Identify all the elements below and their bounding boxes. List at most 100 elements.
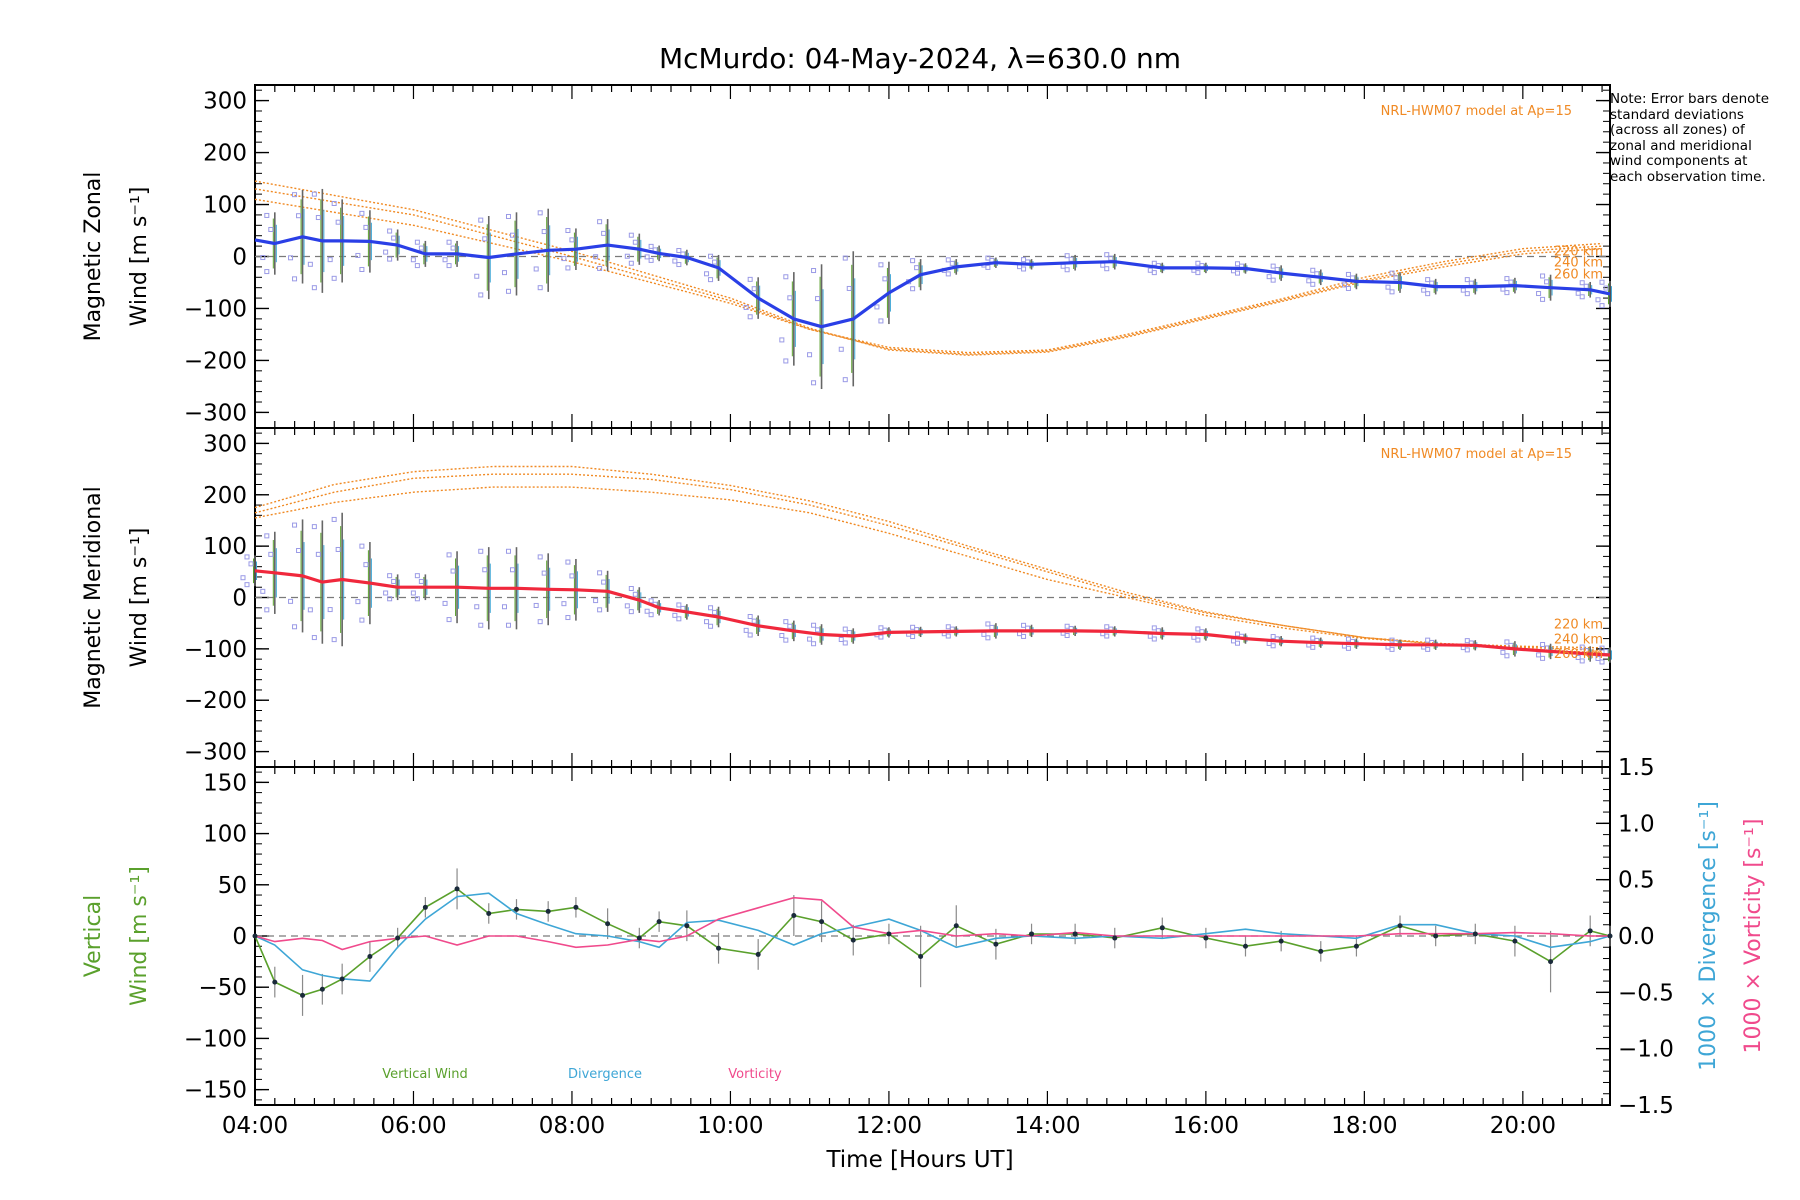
meridional-zone-sample [648,598,654,604]
zonal-zone-sample [1544,279,1550,285]
series-line-vorticity [254,896,1610,951]
zonal-altitude-label: 240 km [1554,256,1603,271]
zonal-zone-sample [751,286,757,292]
right-ytick-label: −1.0 [1618,1037,1674,1063]
meridional-zone-sample [708,623,714,629]
zonal-zone-sample [418,245,424,251]
meridional-zone-sample [244,554,250,560]
meridional-zone-sample [331,637,337,643]
zonal-zone-sample [315,215,321,221]
zonal-zone-sample [838,346,844,352]
meridional-zone-sample [1540,641,1546,647]
zonal-zone-sample [1341,282,1347,288]
zonal-zone-sample [264,212,270,218]
zonal-zone-sample [1068,256,1074,262]
zonal-ytick-label: 100 [203,193,247,219]
zonal-zone-sample [1310,267,1316,273]
meridional-zone-sample [1595,655,1601,661]
divergence-ylabel: 1000 × Divergence [s⁻¹] [1696,801,1721,1071]
x-tick-label: 08:00 [539,1113,605,1139]
meridional-ytick-label: −300 [184,740,247,766]
zonal-zone-sample [1579,280,1585,286]
meridional-zone-sample [359,543,365,549]
zonal-zone-sample [1064,253,1070,259]
meridional-zone-sample [783,619,789,625]
x-tick-label: 12:00 [856,1113,922,1139]
x-tick-label: 20:00 [1490,1113,1556,1139]
vertical-wind-point [1433,933,1439,939]
meridional-ylabel-top: Magnetic Meridional [81,486,106,708]
zonal-zone-sample [648,243,654,249]
zonal-zone-sample [446,263,452,269]
meridional-zone-sample [985,621,991,627]
zonal-zone-sample [1270,263,1276,269]
meridional-zone-sample [505,622,511,628]
zonal-zone-sample [1234,261,1240,267]
meridional-zone-sample [1464,638,1470,644]
zonal-zone-sample [601,230,607,236]
meridional-ytick-label: 0 [232,586,247,612]
zonal-zone-sample [648,257,654,263]
zonal-zone-sample [387,256,393,262]
meridional-zone-sample [244,582,250,588]
meridional-zone-sample [565,559,571,565]
zonal-zone-sample [1389,289,1395,295]
zonal-zone-sample [311,285,317,291]
meridional-zone-sample [335,546,341,552]
meridional-zone-sample [712,609,718,615]
meridional-zone-sample [1104,633,1110,639]
meridional-zone-sample [1579,644,1585,650]
meridional-zone-sample [363,562,369,568]
meridional-zone-sample [1540,655,1546,661]
meridional-zone-sample [307,607,313,613]
zonal-zone-sample [1345,271,1351,277]
zonal-zone-sample [1540,296,1546,302]
meridional-zone-sample [838,636,844,642]
vorticity-ylabel: 1000 × Vorticity [s⁻¹] [1741,819,1766,1054]
vertical-wind-point [513,906,519,912]
zonal-zone-sample [268,226,274,232]
vertical-wind-point [1512,938,1518,944]
meridional-zone-sample [311,635,317,641]
zonal-zone-sample [676,248,682,254]
zonal-zone-sample [311,191,317,197]
zonal-zone-sample [1583,283,1589,289]
meridional-zone-sample [240,575,246,581]
zonal-zone-sample [597,219,603,225]
zonal-zone-sample [1599,303,1605,309]
zonal-zone-sample [878,262,884,268]
meridional-zone-sample [446,617,452,623]
meridional-zone-sample [505,548,511,554]
meridional-zone-sample [296,548,302,554]
vertical-wind-point [1029,931,1035,937]
zonal-zone-sample [1306,278,1312,284]
zonal-zone-sample [632,239,638,245]
meridional-ytick-label: 300 [203,431,247,457]
vertical-wind-point [819,919,825,925]
meridional-panel: 300 200 100 0 −100 −200 −300 NRL-HWM07 model at… [81,427,1612,768]
zonal-zone-sample [779,337,785,343]
meridional-wind-line [254,569,1611,657]
zonal-zone-sample [783,274,789,280]
meridional-zone-sample [537,554,543,560]
zonal-zone-sample [442,257,448,263]
zonal-zone-sample [414,263,420,269]
vertical-ytick-label: −150 [184,1078,247,1104]
meridional-zone-sample [292,624,298,630]
zonal-zone-sample [288,255,294,261]
zonal-model-curve [254,188,1603,355]
meridional-zone-sample [1389,637,1395,643]
zonal-zone-sample [383,249,389,255]
vertical-wind-point [454,886,460,892]
meridional-altitude-label: 260 km [1554,647,1603,662]
zonal-zone-sample [446,239,452,245]
zonal-zone-sample [842,377,848,383]
meridional-zone-sample [537,619,543,625]
meridional-zone-sample [482,567,488,573]
zonal-zone-sample [1603,285,1609,291]
meridional-zone-sample [593,598,599,604]
meridional-zone-sample [410,590,416,596]
vertical-wind-point [1072,931,1078,937]
vertical-wind-point [1607,933,1613,939]
vertical-wind-point [300,992,306,998]
